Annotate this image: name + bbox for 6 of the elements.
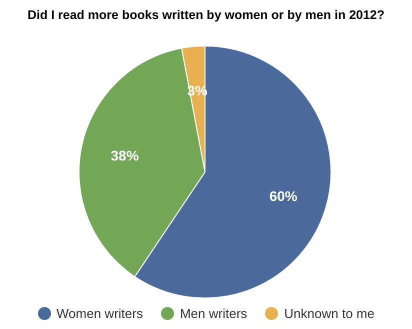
chart-title: Did I read more books written by women or by men in 2012? xyxy=(26,8,386,24)
legend-label: Men writers xyxy=(178,306,248,321)
legend-label: Unknown to me xyxy=(283,306,374,321)
legend-label: Women writers xyxy=(56,306,143,321)
data-label: 60% xyxy=(269,188,298,204)
data-label: 38% xyxy=(110,148,140,164)
